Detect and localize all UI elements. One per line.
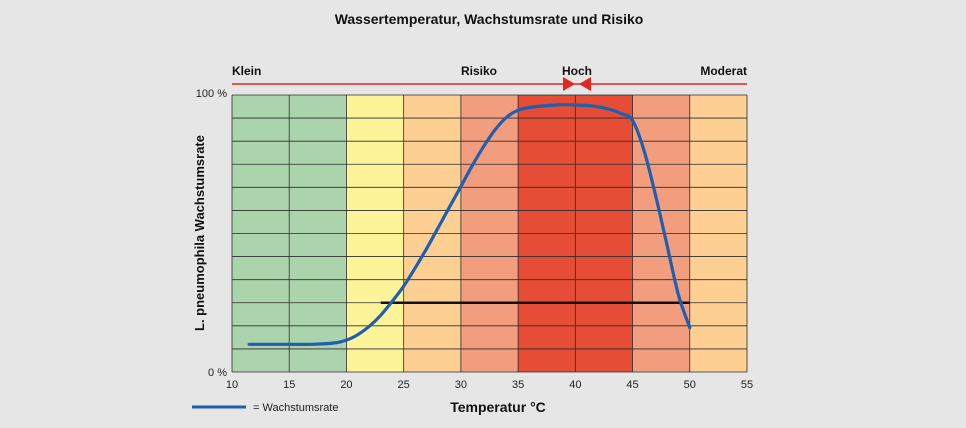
plot-grid: [231, 94, 748, 373]
x-tick-label: 35: [512, 379, 524, 391]
risk-peak-arrow-right: [563, 77, 575, 91]
x-tick-label: 10: [226, 379, 238, 391]
x-tick-label: 30: [455, 379, 467, 391]
risk-peak-arrow-left: [579, 77, 591, 91]
y-tick-label-bottom: 0 %: [208, 367, 227, 379]
x-tick-label: 40: [569, 379, 581, 391]
x-tick-label: 15: [283, 379, 295, 391]
x-tick-label: 25: [398, 379, 410, 391]
risk-label-right: Moderat: [700, 64, 747, 78]
x-tick-label: 45: [626, 379, 638, 391]
y-tick-label-top: 100 %: [196, 88, 227, 100]
x-axis-label: Temperatur °C: [450, 399, 546, 415]
chart-title: Wassertemperatur, Wachstumsrate und Risi…: [335, 11, 644, 27]
risk-label-middle: Risiko: [461, 64, 497, 78]
x-axis-ticks: 10 15 20 25 30 35 40 45 50 55: [226, 379, 753, 391]
risk-label-left: Klein: [232, 64, 261, 78]
y-axis-label: L. pneumophila Wachstumsrate: [192, 135, 207, 331]
x-tick-label: 55: [741, 379, 753, 391]
legend-text: = Wachstumsrate: [253, 402, 338, 414]
risk-label-peak: Hoch: [562, 64, 592, 78]
y-axis-ticks: 100 % 0 %: [196, 88, 227, 379]
x-tick-label: 50: [684, 379, 696, 391]
x-tick-label: 20: [340, 379, 352, 391]
growth-rate-curve: [247, 103, 692, 346]
